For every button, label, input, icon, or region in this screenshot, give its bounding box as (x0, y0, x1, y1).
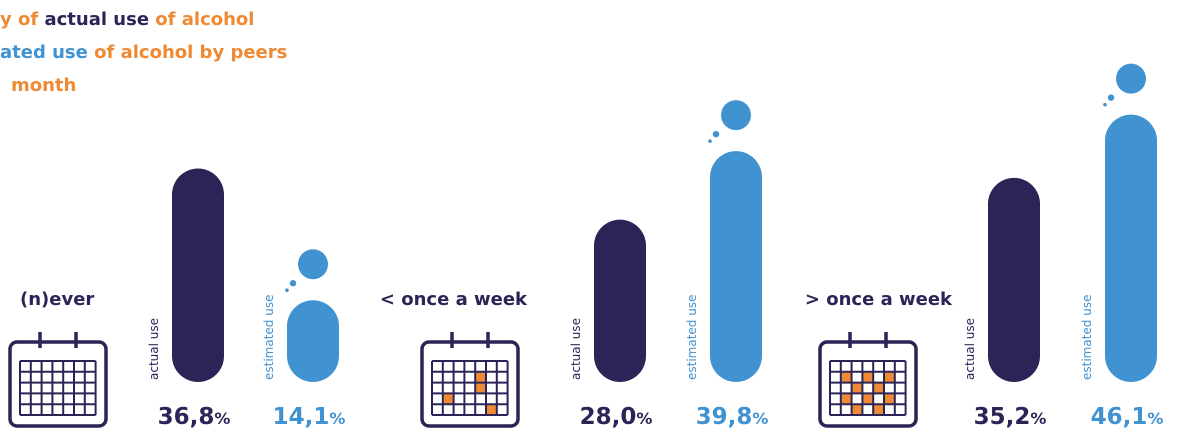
data-label: 14,1% (273, 404, 346, 430)
data-label: 39,8% (696, 404, 769, 430)
data-label: 46,1% (1091, 404, 1164, 430)
series-label: estimated use (1080, 295, 1094, 380)
category-label: > once a week (805, 289, 953, 310)
title-line-2: ated use of alcohol by peers (0, 42, 288, 63)
title-line-1: y of actual use of alcohol (0, 9, 255, 30)
series-label: estimated use (262, 295, 276, 380)
data-label: 35,2% (974, 404, 1047, 430)
bar-estimated-use (710, 151, 762, 382)
thought-bubble-icon (1103, 63, 1146, 107)
series-label: actual use (963, 318, 977, 380)
data-label: 28,0% (580, 404, 653, 430)
data-label: 36,8% (158, 404, 231, 430)
bar-actual-use (988, 177, 1040, 382)
calendar-empty-icon (8, 332, 108, 428)
calendar-many-days-icon (818, 332, 918, 428)
thought-bubble-icon (285, 249, 328, 293)
series-label: actual use (147, 318, 161, 380)
thought-bubble-icon (708, 100, 751, 143)
bar-estimated-use (287, 300, 339, 382)
category-label: (n)ever (20, 289, 94, 310)
calendar-few-days-icon (420, 332, 520, 428)
category-label: < once a week (380, 289, 528, 310)
bar-actual-use (594, 219, 646, 382)
title-line-3: month (11, 75, 77, 96)
series-label: estimated use (685, 295, 699, 380)
series-label: actual use (569, 318, 583, 380)
bar-estimated-use (1105, 114, 1157, 383)
bar-actual-use (172, 168, 224, 382)
